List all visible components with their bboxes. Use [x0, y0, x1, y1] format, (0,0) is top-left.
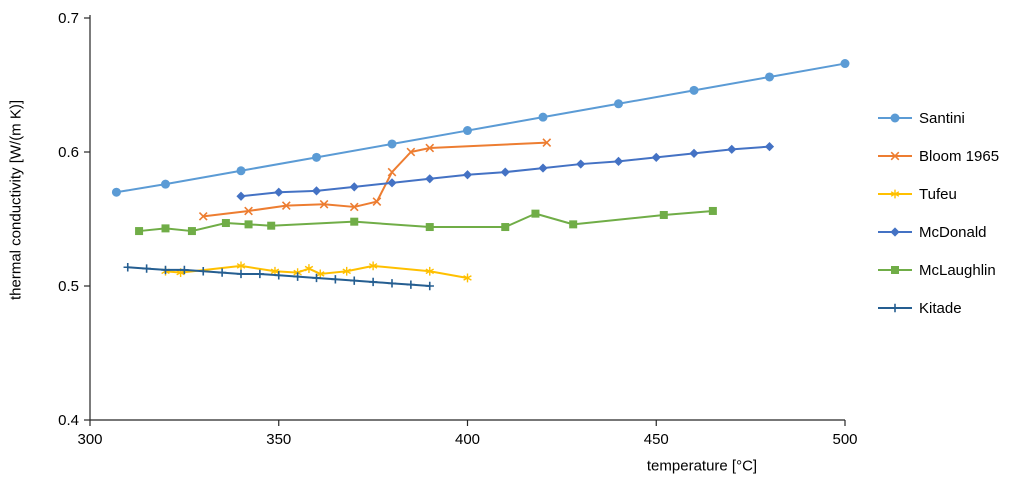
y-tick-label: 0.5 [58, 278, 79, 295]
legend-item-mcdonald: McDonald [878, 213, 999, 251]
y-tick-label: 0.6 [58, 144, 79, 161]
legend-marker-mclaughlin [878, 266, 912, 274]
legend-label: McLaughlin [919, 261, 996, 279]
x-tick-label: 500 [832, 431, 857, 448]
y-tick-label: 0.7 [58, 10, 79, 27]
legend-label: Santini [919, 109, 965, 127]
x-tick-label: 400 [455, 431, 480, 448]
legend-label: Tufeu [919, 185, 957, 203]
legend: Santini Bloom 1965 Tufeu McDonald McLaughlin… [878, 99, 999, 327]
legend-label: Bloom 1965 [919, 147, 1000, 165]
legend-item-santini: Santini [878, 99, 999, 137]
series-bloom-1965 [198, 138, 552, 221]
legend-item-mclaughlin: McLaughlin [878, 251, 999, 289]
x-axis-title: temperature [°C] [646, 457, 758, 475]
legend-marker-bloom-1965 [878, 151, 912, 161]
series-kitade [123, 263, 434, 291]
series-santini [111, 59, 850, 197]
x-tick-label: 300 [77, 431, 102, 448]
x-tick-label: 350 [266, 431, 291, 448]
legend-item-bloom-1965: Bloom 1965 [878, 137, 999, 175]
x-tick-label: 450 [644, 431, 669, 448]
legend-label: McDonald [919, 223, 987, 241]
legend-marker-kitade [878, 303, 912, 313]
series-line-bloom-1965 [202, 141, 548, 218]
series-mclaughlin [135, 206, 717, 236]
legend-marker-mcdonald [878, 227, 912, 237]
y-tick-label: 0.4 [58, 412, 79, 429]
legend-item-tufeu: Tufeu [878, 175, 999, 213]
legend-marker-tufeu [878, 189, 912, 199]
y-axis-title: thermal conductivity [W/(m K)] [7, 99, 25, 301]
legend-label: Kitade [919, 299, 962, 317]
legend-marker-santini [878, 113, 912, 123]
series-mcdonald [236, 142, 775, 201]
legend-item-kitade: Kitade [878, 289, 999, 327]
